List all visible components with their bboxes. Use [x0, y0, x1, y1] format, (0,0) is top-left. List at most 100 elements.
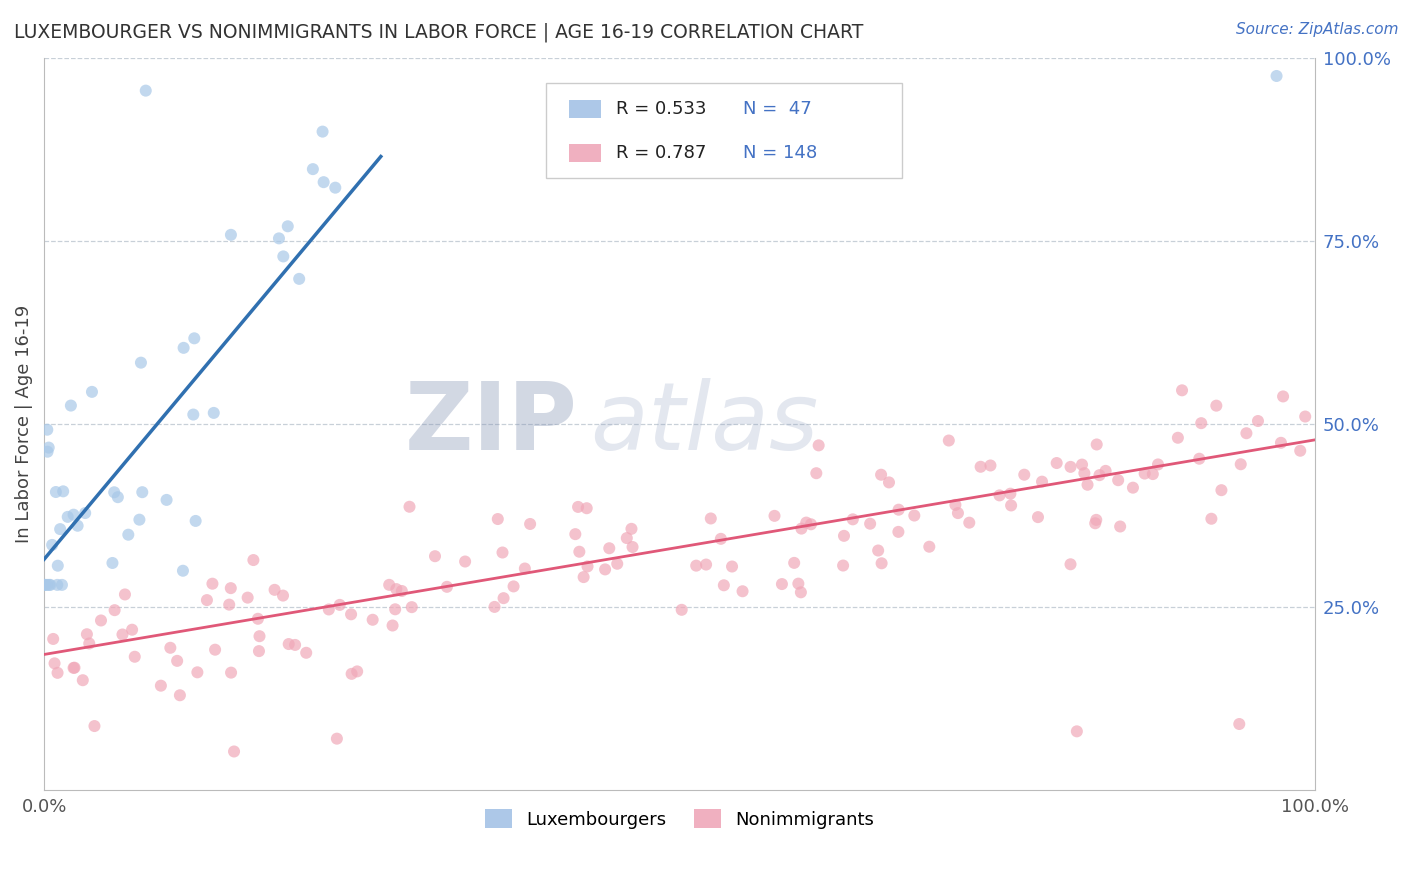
Point — [128, 513, 150, 527]
Point — [1059, 558, 1081, 572]
Point — [887, 524, 910, 539]
Point — [787, 576, 810, 591]
Point — [794, 516, 817, 530]
Point — [52, 484, 75, 499]
Point — [49, 522, 72, 536]
Point — [1133, 467, 1156, 481]
Point — [311, 125, 333, 139]
Point — [832, 529, 855, 543]
Point — [391, 584, 413, 599]
Point — [887, 502, 910, 516]
Point — [807, 438, 830, 452]
Point — [710, 532, 733, 546]
Point — [183, 331, 205, 345]
Text: atlas: atlas — [591, 378, 818, 469]
Point — [1171, 384, 1194, 398]
Text: N =  47: N = 47 — [742, 100, 811, 118]
Point — [62, 508, 84, 522]
Point — [671, 603, 693, 617]
Text: ZIP: ZIP — [405, 378, 578, 470]
Point — [616, 531, 638, 545]
Point — [790, 585, 813, 599]
Point — [783, 556, 806, 570]
Point — [51, 578, 73, 592]
Point — [312, 175, 335, 189]
Point — [242, 553, 264, 567]
Point — [621, 540, 644, 554]
Point — [1066, 724, 1088, 739]
Point — [384, 602, 406, 616]
Point — [870, 556, 893, 570]
Point — [598, 541, 620, 556]
Point — [1073, 466, 1095, 480]
Point — [1109, 519, 1132, 533]
Point — [204, 642, 226, 657]
Point — [1142, 467, 1164, 481]
Point — [572, 570, 595, 584]
Point — [1147, 458, 1170, 472]
Point — [1272, 389, 1295, 403]
Point — [249, 629, 271, 643]
Point — [318, 602, 340, 616]
Point — [1247, 414, 1270, 428]
Point — [593, 562, 616, 576]
Point — [101, 556, 124, 570]
Point — [80, 384, 103, 399]
Point — [302, 162, 325, 177]
Point — [117, 527, 139, 541]
Point — [502, 579, 524, 593]
Text: LUXEMBOURGER VS NONIMMIGRANTS IN LABOR FORCE | AGE 16-19 CORRELATION CHART: LUXEMBOURGER VS NONIMMIGRANTS IN LABOR F… — [14, 22, 863, 42]
Point — [1205, 399, 1227, 413]
Point — [946, 506, 969, 520]
Point — [218, 598, 240, 612]
Point — [77, 636, 100, 650]
Point — [685, 558, 707, 573]
Point — [46, 665, 69, 680]
Point — [486, 512, 509, 526]
Point — [184, 514, 207, 528]
Point — [1059, 459, 1081, 474]
Point — [620, 522, 643, 536]
Point — [1000, 486, 1022, 500]
Point — [484, 599, 506, 614]
Point — [564, 527, 586, 541]
Point — [271, 249, 294, 263]
Point — [219, 665, 242, 680]
Point — [149, 679, 172, 693]
Point — [1188, 451, 1211, 466]
Point — [129, 356, 152, 370]
Point — [492, 591, 515, 606]
Point — [770, 577, 793, 591]
Point — [326, 731, 349, 746]
Point — [695, 558, 717, 572]
Point — [1026, 510, 1049, 524]
Point — [806, 466, 828, 480]
Point — [340, 666, 363, 681]
Point — [1085, 437, 1108, 451]
Point — [75, 506, 97, 520]
Point — [1014, 467, 1036, 482]
Point — [868, 543, 890, 558]
Point — [277, 637, 299, 651]
Point — [76, 627, 98, 641]
Point — [870, 467, 893, 482]
Point — [236, 591, 259, 605]
Point — [700, 511, 723, 525]
Point — [918, 540, 941, 554]
Point — [172, 564, 194, 578]
Point — [288, 272, 311, 286]
Point — [378, 578, 401, 592]
Point — [72, 673, 94, 688]
Point — [1071, 458, 1094, 472]
Point — [1229, 457, 1251, 471]
Text: N = 148: N = 148 — [742, 144, 817, 161]
Point — [56, 509, 79, 524]
Point — [945, 498, 967, 512]
Point — [166, 654, 188, 668]
Point — [329, 598, 352, 612]
Point — [159, 640, 181, 655]
Point — [1085, 513, 1108, 527]
Point — [832, 558, 855, 573]
Text: R = 0.787: R = 0.787 — [616, 144, 706, 161]
Point — [1076, 477, 1098, 491]
